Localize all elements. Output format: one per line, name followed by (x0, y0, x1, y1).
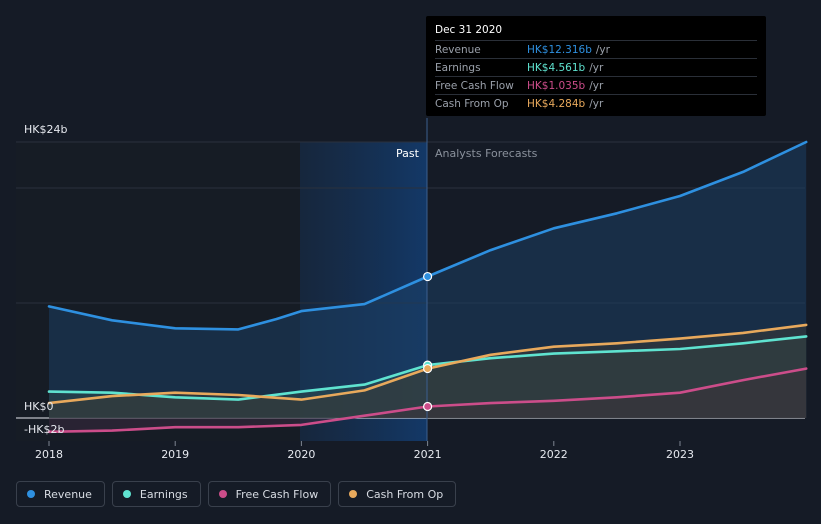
series-line-revenue (47, 140, 808, 331)
past-label: Past (396, 147, 419, 160)
legend-dot-icon (218, 490, 227, 498)
tooltip-name: Cash From Op (435, 97, 509, 110)
marker-revenue (423, 271, 433, 282)
legend-item-cash-from-op[interactable]: Cash From Op (338, 481, 457, 507)
x-tick-label: 2023 (666, 448, 694, 461)
tooltip-row-free-cash-flow: Free Cash Flow HK$1.035b /yr (435, 76, 757, 94)
tooltip-value: HK$4.561b (527, 61, 586, 74)
y-label-zero: HK$0 (24, 400, 54, 413)
legend-dot-icon (122, 490, 131, 498)
x-tick-label: 2020 (287, 448, 315, 461)
legend-dot-icon (27, 490, 35, 498)
tooltip-value: HK$12.316b (527, 43, 592, 56)
tooltip-unit: /yr (595, 43, 610, 56)
tooltip-name: Revenue (435, 43, 481, 56)
legend-label: Revenue (44, 487, 92, 501)
x-tick-label: 2021 (414, 448, 442, 461)
legend-item-revenue[interactable]: Revenue (16, 481, 105, 507)
tooltip-name: Free Cash Flow (435, 79, 514, 92)
forecast-label: Analysts Forecasts (435, 147, 538, 160)
y-label-top: HK$24b (24, 123, 68, 136)
hover-tooltip: Dec 31 2020 Revenue HK$12.316b /yr Earni… (426, 16, 766, 116)
tooltip-value: HK$4.284b (527, 97, 586, 110)
legend-item-earnings[interactable]: Earnings (111, 481, 201, 507)
tooltip-row-cash-from-op: Cash From Op HK$4.284b /yr (435, 94, 757, 112)
marker-cash-from-op (423, 363, 433, 374)
marker-free-cash-flow (423, 401, 433, 412)
legend-label: Earnings (139, 487, 188, 501)
y-label-negative: -HK$2b (24, 423, 65, 436)
hover-markers (423, 271, 433, 412)
tooltip-unit: /yr (589, 97, 604, 110)
legend-label: Free Cash Flow (235, 487, 319, 501)
x-tick-label: 2018 (35, 448, 63, 461)
x-tick-label: 2019 (161, 448, 189, 461)
tooltip-value: HK$1.035b (527, 79, 586, 92)
legend: Revenue Earnings Free Cash Flow Cash Fro… (16, 481, 457, 507)
tooltip-date: Dec 31 2020 (435, 24, 503, 36)
tooltip-row-earnings: Earnings HK$4.561b /yr (435, 58, 757, 76)
x-tick-label: 2022 (540, 448, 568, 461)
x-axis: 2018 2019 2020 2021 2022 2023 (35, 441, 694, 461)
tooltip-unit: /yr (589, 79, 604, 92)
tooltip-unit: /yr (589, 61, 604, 74)
legend-label: Cash From Op (366, 487, 444, 501)
tooltip-name: Earnings (435, 61, 481, 74)
legend-item-free-cash-flow[interactable]: Free Cash Flow (207, 481, 332, 507)
legend-dot-icon (349, 490, 358, 498)
tooltip-row-revenue: Revenue HK$12.316b /yr (435, 40, 757, 58)
